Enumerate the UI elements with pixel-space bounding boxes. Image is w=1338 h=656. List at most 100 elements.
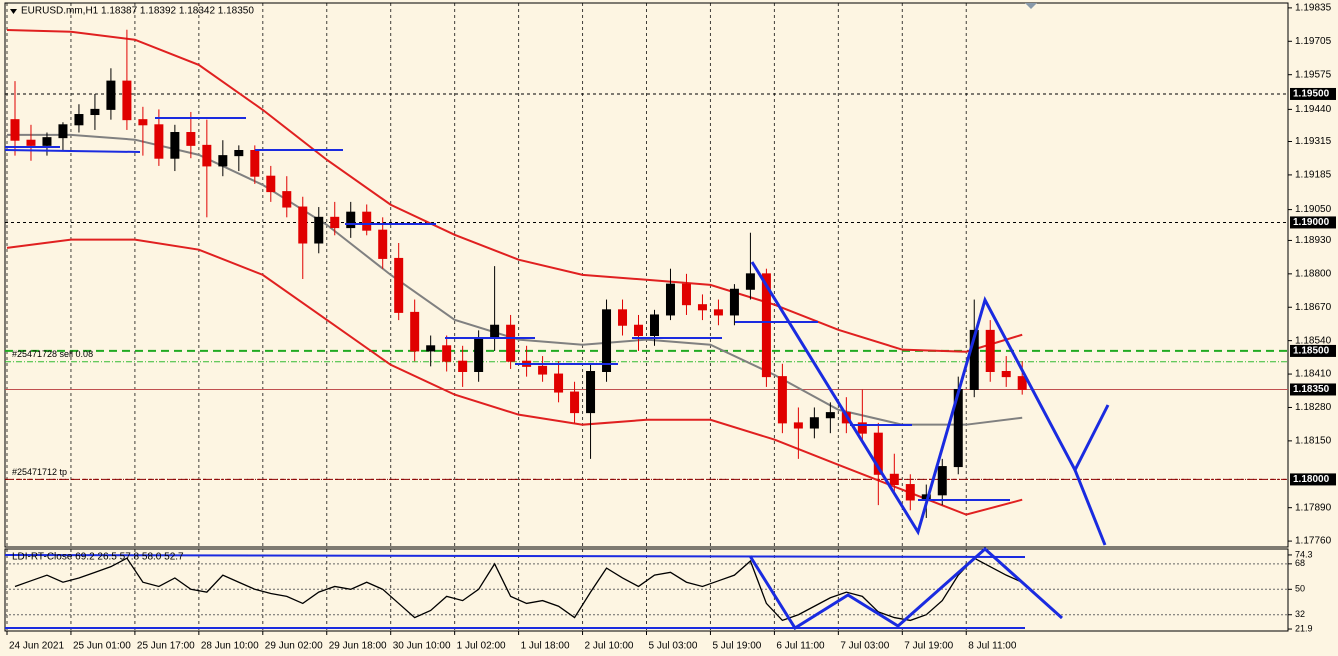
- y-tick-label: 1.19835: [1295, 3, 1332, 14]
- candle-body: [250, 149, 260, 177]
- candle-body: [314, 216, 324, 244]
- candle-body: [586, 370, 596, 414]
- indicator-line: [14, 557, 1023, 622]
- axis-layer: 24 Jun 2021 25 Jun 01:00 25 Jun 17:00 28 Ju…: [6, 3, 1336, 652]
- x-tick-label: 25 Jun 01:00: [73, 641, 131, 652]
- candle-body: [218, 155, 228, 167]
- candle-body: [969, 329, 979, 390]
- y-tick-label: 1.17890: [1295, 502, 1332, 513]
- candle-body: [186, 132, 196, 146]
- candles-layer: [10, 29, 1027, 518]
- candle-body: [665, 283, 675, 316]
- trend-line: [1073, 469, 1107, 546]
- candle-body: [697, 304, 707, 311]
- candle-body: [74, 114, 84, 126]
- x-tick-label: 28 Jun 10:00: [201, 641, 259, 652]
- hline-object: [4, 554, 1026, 558]
- candle-body: [809, 417, 819, 429]
- y-tick-label: 1.18150: [1295, 436, 1332, 447]
- y-tick-label: 1.18800: [1295, 268, 1332, 279]
- sub-y-tick-label: 32: [1295, 609, 1305, 619]
- trend-lines: [748, 546, 1064, 631]
- candle-body: [138, 119, 148, 126]
- x-tick-label: 30 Jun 10:00: [393, 641, 451, 652]
- y-tick-label: 1.18540: [1295, 335, 1332, 346]
- level-label: 1.19000: [1293, 217, 1330, 228]
- candle-body: [378, 229, 388, 259]
- candle-body: [554, 373, 564, 393]
- x-tick-label: 1 Jul 18:00: [521, 641, 570, 652]
- candle-body: [745, 273, 755, 290]
- drawn-objects: [4, 117, 1110, 631]
- y-tick-label: 1.19050: [1295, 204, 1332, 215]
- candle-body: [713, 309, 723, 316]
- candle-body: [538, 365, 548, 375]
- level-label: 1.18350: [1293, 384, 1330, 395]
- candle-body: [602, 309, 612, 372]
- candle-body: [154, 124, 164, 159]
- candle-body: [202, 144, 212, 167]
- candle-body: [42, 137, 52, 146]
- candle-body: [889, 473, 899, 486]
- candle-body: [298, 206, 308, 244]
- candle-body: [474, 337, 484, 372]
- x-tick-label: 24 Jun 2021: [9, 641, 64, 652]
- chart-title: EURUSD.mm,H1 1.18387 1.18392 1.18342 1.1…: [21, 6, 254, 17]
- candle-body: [857, 422, 867, 434]
- x-tick-label: 25 Jun 17:00: [137, 641, 195, 652]
- candle-body: [634, 324, 644, 337]
- levels-layer: #25471728 sell 0.08 #25471712 tp: [5, 93, 1288, 480]
- hline-object: [4, 149, 141, 153]
- candle-body: [410, 311, 420, 352]
- candle-body: [681, 283, 691, 306]
- x-tick-label: 6 Jul 11:00: [776, 641, 825, 652]
- level-label: 1.19500: [1293, 89, 1330, 100]
- y-tick-label: 1.19185: [1295, 170, 1332, 181]
- candle-body: [825, 412, 835, 419]
- candle-body: [266, 175, 276, 193]
- candle-body: [506, 324, 516, 362]
- candle-body: [649, 314, 659, 337]
- x-tick-label: 8 Jul 11:00: [968, 641, 1017, 652]
- order-label: #25471712 tp: [12, 467, 67, 477]
- candle-body: [26, 139, 36, 146]
- candle-body: [1001, 370, 1011, 378]
- candle-body: [282, 191, 292, 208]
- level-label: 1.18000: [1293, 474, 1330, 485]
- candle-body: [10, 119, 20, 141]
- x-tick-label: 1 Jul 02:00: [457, 641, 506, 652]
- level-label-bg: [1290, 87, 1336, 100]
- y-tick-label: 1.18280: [1295, 402, 1332, 413]
- x-tick-label: 2 Jul 10:00: [585, 641, 634, 652]
- order-label: #25471728 sell 0.08: [12, 349, 93, 359]
- candle-body: [362, 211, 372, 231]
- x-tick-label: 29 Jun 02:00: [265, 641, 323, 652]
- candle-body: [346, 211, 356, 229]
- candle-body: [58, 124, 68, 139]
- x-tick-label: 7 Jul 03:00: [840, 641, 889, 652]
- y-tick-label: 1.19440: [1295, 104, 1332, 115]
- y-tick-label: 1.18930: [1295, 235, 1332, 246]
- level-label-bg: [1290, 473, 1336, 486]
- candle-body: [905, 484, 915, 501]
- x-tick-label: 5 Jul 19:00: [712, 641, 761, 652]
- candle-body: [170, 132, 180, 159]
- x-tick-label: 7 Jul 19:00: [904, 641, 953, 652]
- sub-y-tick-label: 74.3: [1295, 549, 1313, 559]
- y-tick-label: 1.19315: [1295, 136, 1332, 147]
- x-tick-label: 29 Jun 18:00: [329, 641, 387, 652]
- candle-body: [234, 149, 244, 157]
- candle-body: [426, 345, 436, 352]
- y-tick-label: 1.19705: [1295, 36, 1332, 47]
- shift-marker: [1025, 3, 1037, 9]
- candle-body: [873, 432, 883, 475]
- y-tick-label: 1.17760: [1295, 536, 1332, 547]
- level-label: 1.18500: [1293, 346, 1330, 357]
- y-tick-label: 1.19575: [1295, 69, 1332, 80]
- candle-body: [570, 391, 580, 414]
- sub-y-tick-label: 50: [1295, 584, 1305, 594]
- candle-body: [106, 80, 116, 110]
- candle-body: [490, 324, 500, 339]
